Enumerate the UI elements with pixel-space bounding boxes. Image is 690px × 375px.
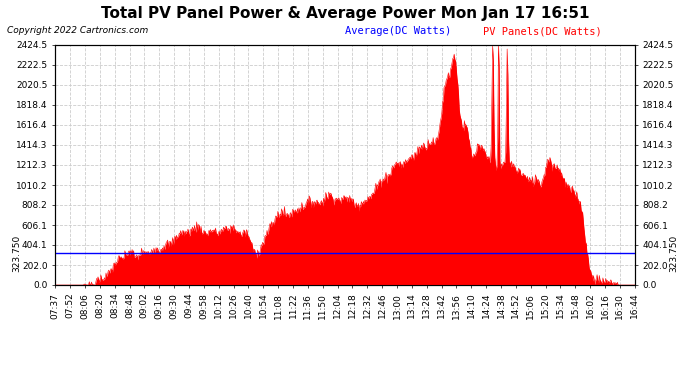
Text: 323.750: 323.750 bbox=[669, 234, 678, 272]
Text: PV Panels(DC Watts): PV Panels(DC Watts) bbox=[483, 26, 602, 36]
Text: Average(DC Watts): Average(DC Watts) bbox=[345, 26, 451, 36]
Text: 323.750: 323.750 bbox=[12, 234, 21, 272]
Text: Copyright 2022 Cartronics.com: Copyright 2022 Cartronics.com bbox=[7, 26, 148, 35]
Text: Total PV Panel Power & Average Power Mon Jan 17 16:51: Total PV Panel Power & Average Power Mon… bbox=[101, 6, 589, 21]
